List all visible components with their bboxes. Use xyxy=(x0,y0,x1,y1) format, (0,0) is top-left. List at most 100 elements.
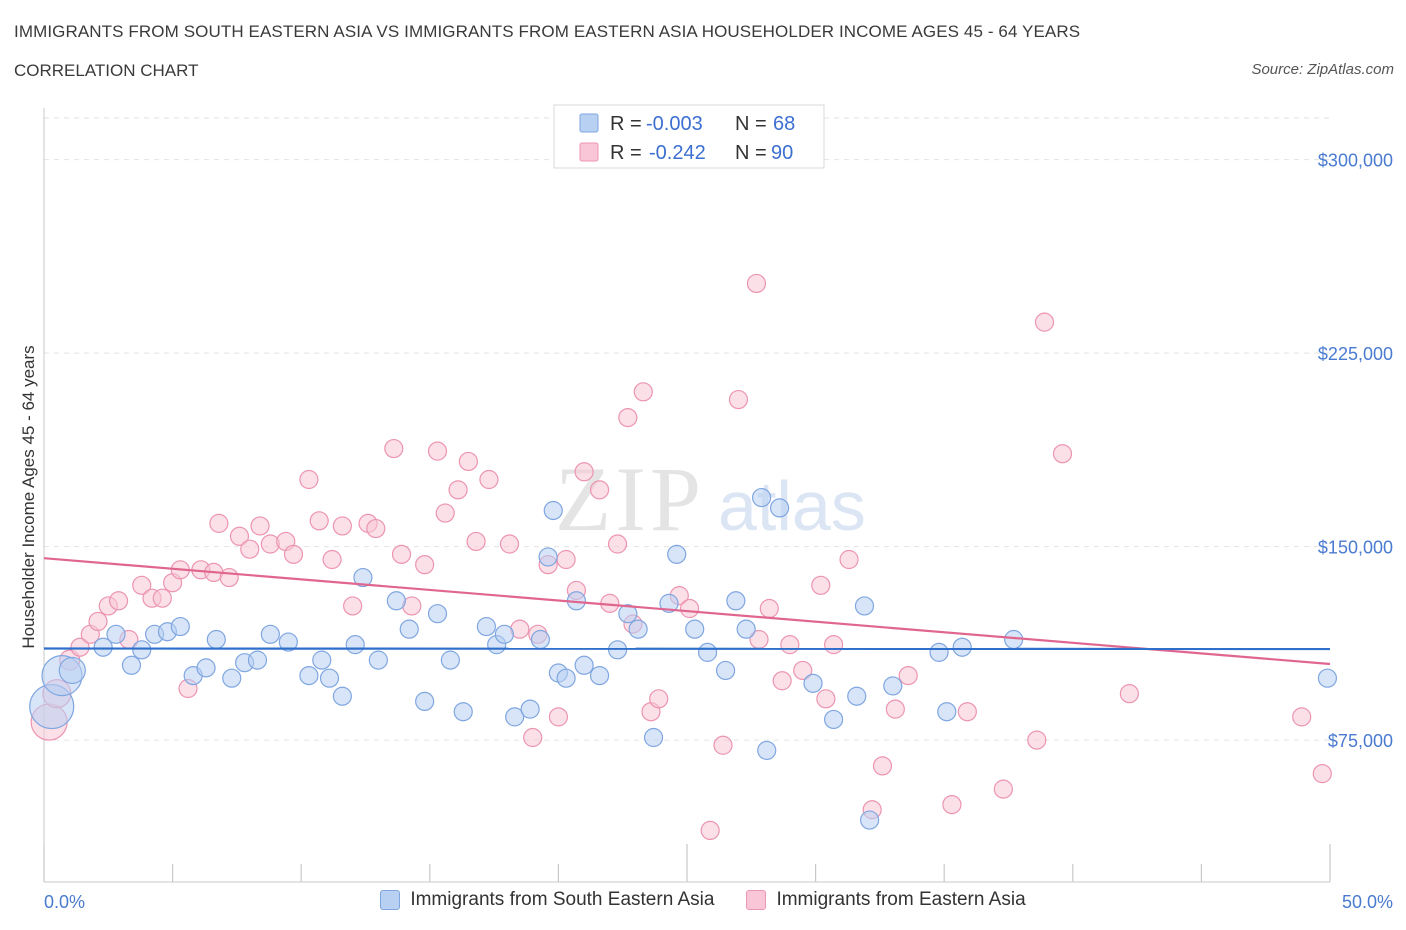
south-eastern-asia-point-17 xyxy=(278,632,298,652)
legend-n-value-2: 90 xyxy=(771,142,793,164)
series-legend: Immigrants from South Eastern Asia Immig… xyxy=(0,889,1406,911)
south-eastern-asia-point-53 xyxy=(726,591,746,611)
south-eastern-asia-point-50 xyxy=(685,619,705,639)
south-eastern-asia-point-40 xyxy=(556,668,576,688)
watermark-zip: ZIP xyxy=(555,448,705,550)
eastern-asia-point-25 xyxy=(299,469,319,490)
eastern-asia-point-72 xyxy=(824,635,844,655)
eastern-asia-point-54 xyxy=(618,408,638,428)
south-eastern-asia-point-63 xyxy=(883,676,903,696)
eastern-asia-point-33 xyxy=(391,544,412,564)
legend-r-value-1: -0.003 xyxy=(646,113,703,135)
y-tick-label-3: $300,000 xyxy=(1318,151,1393,171)
south-eastern-asia-point-43 xyxy=(589,665,610,686)
south-eastern-asia-point-64 xyxy=(929,642,949,662)
eastern-asia-point-86 xyxy=(1312,764,1332,784)
south-eastern-asia-point-31 xyxy=(476,616,496,637)
south-eastern-asia-point-16 xyxy=(260,624,280,644)
south-eastern-asia-point-42 xyxy=(574,655,594,675)
trend-line-eastern-asia xyxy=(43,557,1331,666)
eastern-asia-point-39 xyxy=(458,451,478,472)
south-eastern-asia-point-24 xyxy=(368,650,388,670)
eastern-asia-point-51 xyxy=(589,480,610,500)
eastern-asia-point-28 xyxy=(332,516,352,536)
south-eastern-asia-point-4 xyxy=(106,624,126,644)
legend-r-label-1: R = xyxy=(610,113,642,135)
eastern-asia-point-77 xyxy=(898,665,918,686)
south-eastern-asia-point-47 xyxy=(643,727,664,748)
y-tick-label-0: $75,000 xyxy=(1328,731,1393,751)
eastern-asia-point-58 xyxy=(649,689,669,709)
south-eastern-asia-point-23 xyxy=(353,567,373,588)
eastern-asia-point-21 xyxy=(250,516,270,536)
legend-swatch-south-eastern-asia xyxy=(380,890,401,910)
south-eastern-asia-point-30 xyxy=(453,702,473,722)
south-eastern-asia-point-29 xyxy=(440,650,460,670)
legend-swatch-blue xyxy=(579,113,599,133)
south-eastern-asia-point-6 xyxy=(132,640,152,660)
eastern-asia-point-53 xyxy=(607,534,628,554)
y-tick-label-2: $225,000 xyxy=(1318,344,1393,364)
trend-line-south-eastern-asia xyxy=(43,647,1331,651)
south-eastern-asia-point-35 xyxy=(520,699,540,719)
legend-swatch-pink xyxy=(579,142,599,162)
south-eastern-asia-point-49 xyxy=(667,544,687,564)
eastern-asia-point-81 xyxy=(1027,730,1047,750)
eastern-asia-point-48 xyxy=(556,549,576,570)
south-eastern-asia-point-11 xyxy=(196,658,216,678)
south-eastern-asia-point-33 xyxy=(494,624,514,644)
eastern-asia-point-75 xyxy=(872,756,893,776)
south-eastern-asia-point-3 xyxy=(93,637,113,657)
eastern-asia-point-27 xyxy=(322,549,342,570)
south-eastern-asia-point-26 xyxy=(399,619,419,639)
eastern-asia-point-63 xyxy=(728,389,749,410)
eastern-asia-point-42 xyxy=(499,534,520,554)
chart-title: IMMIGRANTS FROM SOUTH EASTERN ASIA VS IM… xyxy=(14,22,1081,41)
eastern-asia-point-56 xyxy=(633,382,653,402)
source-credit: Source: ZipAtlas.com xyxy=(1251,61,1394,78)
south-eastern-asia-point-12 xyxy=(206,629,226,650)
legend-label-south-eastern-asia: Immigrants from South Eastern Asia xyxy=(410,889,715,910)
eastern-asia-point-47 xyxy=(548,707,569,727)
south-eastern-asia-point-15 xyxy=(247,650,268,670)
eastern-asia-point-31 xyxy=(366,518,386,539)
south-eastern-asia-point-48 xyxy=(659,593,679,613)
eastern-asia-point-38 xyxy=(448,480,468,500)
south-eastern-asia-point-2 xyxy=(58,656,86,685)
eastern-asia-point-17 xyxy=(209,513,229,533)
south-eastern-asia-point-22 xyxy=(345,635,365,655)
south-eastern-asia-point-65 xyxy=(937,702,957,722)
south-eastern-asia-point-19 xyxy=(312,650,332,670)
south-eastern-asia-point-68 xyxy=(1317,668,1338,688)
x-ticks xyxy=(43,844,1331,882)
chart-subtitle: CORRELATION CHART xyxy=(14,61,199,80)
south-eastern-asia-point-51 xyxy=(697,642,718,662)
legend-item-eastern-asia: Immigrants from Eastern Asia xyxy=(746,889,1026,911)
eastern-asia-point-66 xyxy=(759,598,779,619)
eastern-asia-point-36 xyxy=(427,441,448,461)
eastern-asia-point-80 xyxy=(993,779,1013,799)
eastern-asia-point-62 xyxy=(713,735,733,755)
south-eastern-asia-point-62 xyxy=(860,810,880,830)
eastern-asia-point-67 xyxy=(772,671,792,691)
trend-lines xyxy=(43,557,1331,666)
south-eastern-asia-point-37 xyxy=(538,547,558,567)
south-eastern-asia-point-28 xyxy=(427,604,448,624)
legend-r-label-2: R = xyxy=(610,142,642,164)
eastern-asia-point-78 xyxy=(942,794,962,815)
eastern-asia-point-26 xyxy=(309,511,329,531)
south-eastern-asia-point-56 xyxy=(757,740,777,761)
south-eastern-asia-point-36 xyxy=(530,629,550,650)
x-tick-label-max: 50.0% xyxy=(1342,892,1393,912)
eastern-asia-point-85 xyxy=(1292,707,1312,727)
eastern-asia-point-35 xyxy=(415,555,435,575)
south-eastern-asia-point-21 xyxy=(332,686,352,706)
south-eastern-asia-point-61 xyxy=(854,596,875,616)
watermark-atlas: atlas xyxy=(718,467,866,545)
eastern-asia-point-37 xyxy=(435,503,455,523)
eastern-asia-point-5 xyxy=(88,611,108,632)
x-tick-label-min: 0.0% xyxy=(44,892,85,912)
south-eastern-asia-point-66 xyxy=(952,637,972,657)
series-eastern-asia-points xyxy=(30,273,1332,841)
